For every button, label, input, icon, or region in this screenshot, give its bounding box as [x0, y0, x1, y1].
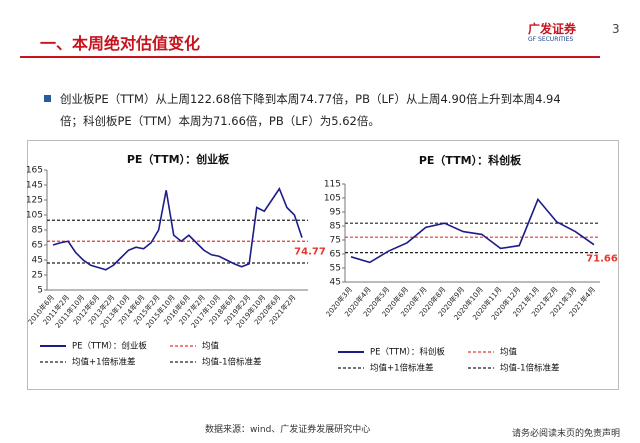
- y-tick-label: 65: [32, 241, 43, 251]
- series-line: [52, 187, 303, 271]
- y-tick-label: 45: [32, 256, 43, 266]
- disclaimer: 请务必阅读末页的免责声明: [512, 429, 621, 439]
- y-tick-label: 65: [330, 250, 341, 260]
- y-tick-label: 115: [324, 180, 341, 190]
- y-tick-label: 85: [32, 226, 43, 236]
- chart-panel: [27, 140, 619, 390]
- y-tick-label: 85: [330, 222, 341, 232]
- bullet-text: 创业板PE（TTM）从上周122.68倍下降到本周74.77倍，PB（LF）从上…: [60, 92, 561, 128]
- data-label: 71.66: [586, 254, 618, 265]
- slide-title: 一、本周绝对估值变化: [40, 34, 201, 53]
- y-tick-label: 125: [26, 196, 43, 206]
- logo-en: GF SECURITIES: [528, 36, 574, 43]
- legend-label: PE（TTM）：创业板: [72, 341, 147, 352]
- y-tick-label: 45: [330, 278, 341, 288]
- y-tick-label: 105: [26, 211, 43, 221]
- chart-title: PE（TTM）：创业板: [127, 152, 230, 166]
- y-tick-label: 5: [37, 286, 43, 296]
- bullet-marker: [44, 95, 51, 102]
- legend-label: 均值-1倍标准差: [202, 357, 261, 368]
- legend-label: 均值-1倍标准差: [500, 363, 559, 374]
- y-tick-label: 145: [26, 181, 43, 191]
- y-tick-label: 165: [26, 166, 43, 176]
- y-tick-label: 55: [330, 264, 341, 274]
- y-tick-label: 75: [330, 236, 341, 246]
- y-tick-label: 105: [324, 194, 341, 204]
- y-tick-label: 25: [32, 271, 43, 281]
- series-line: [350, 197, 595, 264]
- logo: 广发证券: [528, 22, 577, 36]
- legend-label: 均值+1倍标准差: [72, 357, 136, 368]
- legend-label: 均值+1倍标准差: [370, 363, 434, 374]
- source: 数据来源：wind、广发证券发展研究中心: [205, 425, 371, 435]
- legend-label: 均值: [202, 341, 220, 352]
- chart-title: PE（TTM）：科创板: [419, 153, 522, 167]
- legend-label: 均值: [500, 347, 518, 358]
- title-rule: [20, 56, 600, 58]
- page-number: 3: [612, 22, 620, 36]
- legend-label: PE（TTM）：科创板: [370, 347, 445, 358]
- data-label: 74.77: [294, 247, 326, 258]
- y-tick-label: 95: [330, 208, 341, 218]
